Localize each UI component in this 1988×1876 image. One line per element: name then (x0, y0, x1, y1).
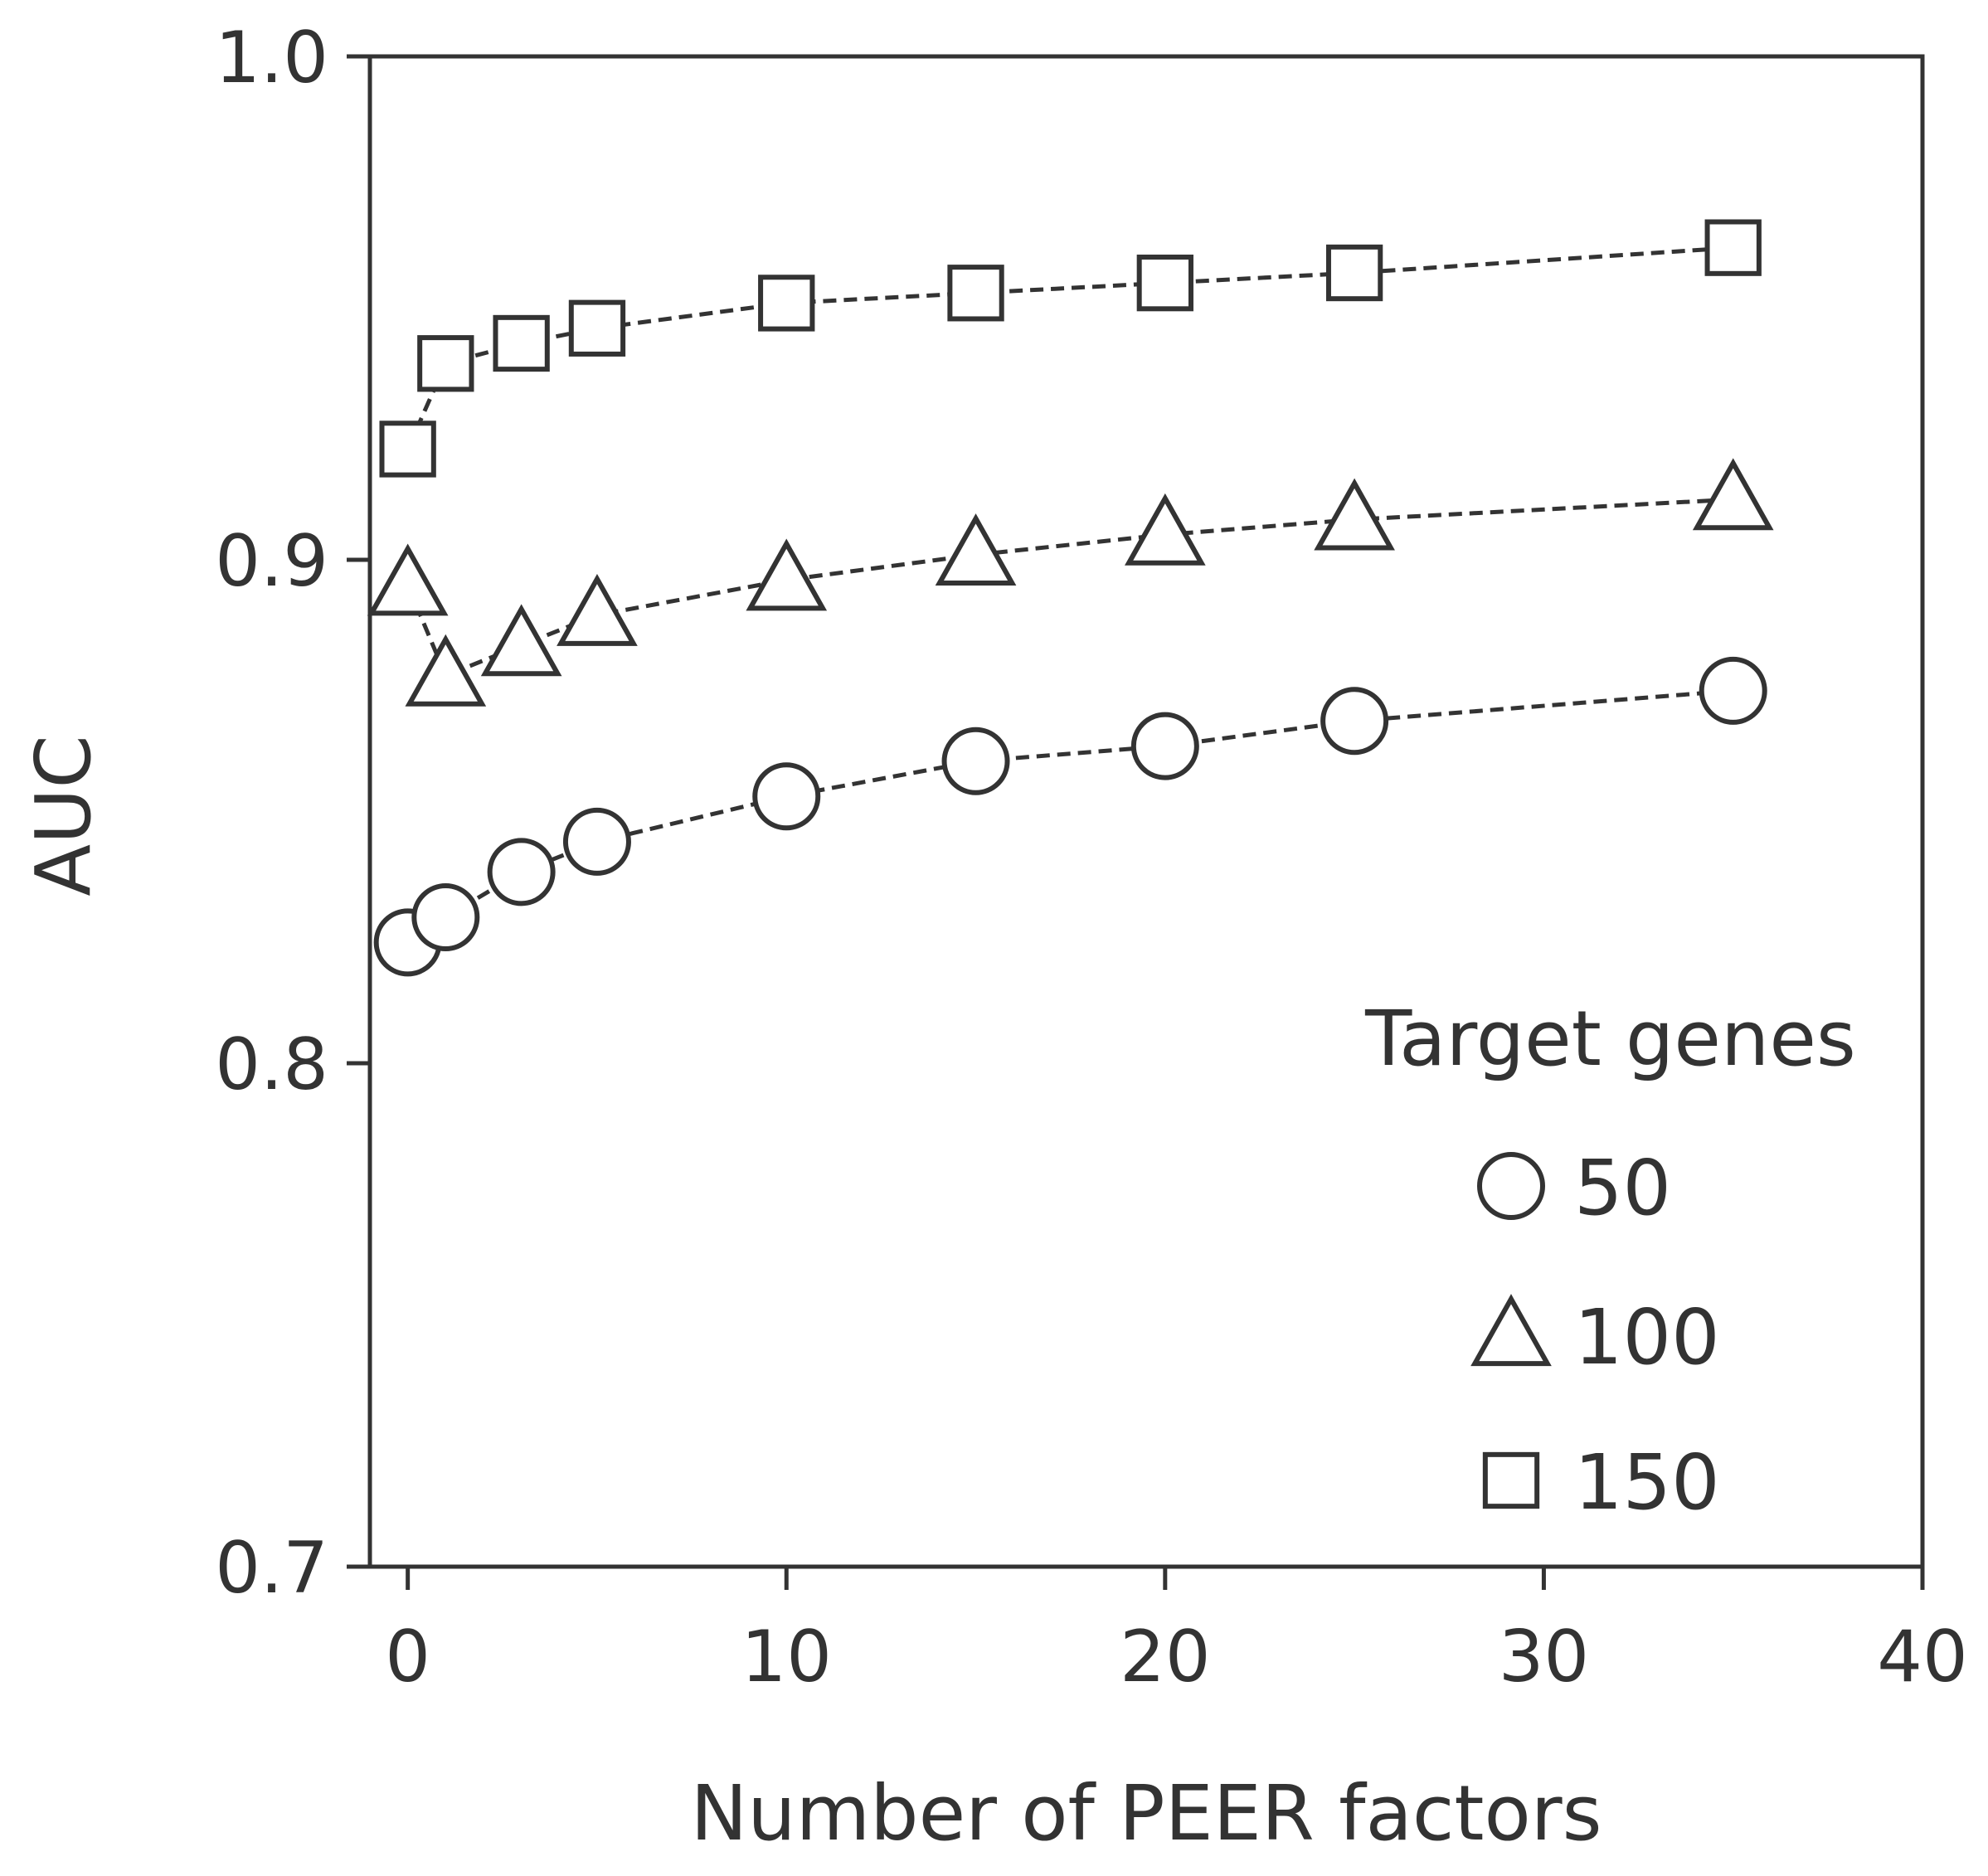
legend: Target genes 50 100 150 (1364, 994, 1856, 1527)
data-point-50 (941, 727, 1010, 795)
x-tick-label: 10 (741, 1616, 832, 1699)
data-point-150 (568, 299, 626, 357)
y-tick-label: 1.0 (215, 17, 328, 100)
data-point-100 (405, 634, 487, 707)
data-point-50 (1699, 656, 1767, 725)
legend-label-150: 150 (1574, 1438, 1720, 1527)
data-point-150 (1704, 219, 1762, 276)
data-point-150 (1325, 244, 1383, 302)
data-point-100 (1314, 478, 1395, 551)
data-point-100 (480, 604, 562, 677)
data-point-50 (411, 882, 480, 951)
legend-label-100: 100 (1574, 1293, 1720, 1382)
data-point-50 (752, 762, 821, 831)
data-point-100 (367, 543, 449, 616)
data-point-50 (487, 838, 556, 906)
legend-marker-150 (1482, 1451, 1540, 1509)
data-point-100 (935, 513, 1017, 586)
y-tick-label: 0.8 (215, 1023, 328, 1106)
y-axis-label: AUC (19, 735, 108, 897)
x-tick-label: 40 (1877, 1616, 1967, 1699)
data-point-100 (557, 573, 638, 646)
x-tick-label: 20 (1120, 1616, 1210, 1699)
data-point-50 (562, 807, 631, 876)
data-point-50 (1320, 687, 1389, 756)
data-point-150 (947, 265, 1004, 322)
data-point-50 (1130, 712, 1199, 780)
x-tick-label: 0 (385, 1616, 430, 1699)
data-point-100 (1692, 458, 1774, 531)
y-axis: 0.7 0.8 0.9 1.0 (215, 17, 370, 1610)
data-point-150 (417, 335, 474, 392)
x-tick-label: 30 (1499, 1616, 1589, 1699)
data-point-150 (493, 314, 550, 372)
x-axis: 0 10 20 30 40 (385, 1567, 1968, 1699)
legend-marker-100 (1470, 1294, 1552, 1367)
data-point-150 (379, 420, 436, 478)
legend-label-50: 50 (1574, 1144, 1671, 1232)
data-point-100 (1125, 493, 1206, 566)
data-point-150 (758, 275, 815, 332)
series-line-100 (406, 497, 1733, 678)
y-tick-label: 0.7 (215, 1527, 328, 1610)
x-axis-label: Number of PEER factors (690, 1769, 1602, 1858)
legend-title: Target genes (1364, 994, 1856, 1083)
legend-marker-50 (1477, 1152, 1545, 1220)
plot-frame (367, 54, 1925, 1569)
y-tick-label: 0.9 (215, 520, 328, 603)
data-point-150 (1136, 254, 1193, 312)
series-markers (367, 219, 1774, 977)
data-point-100 (746, 538, 828, 611)
